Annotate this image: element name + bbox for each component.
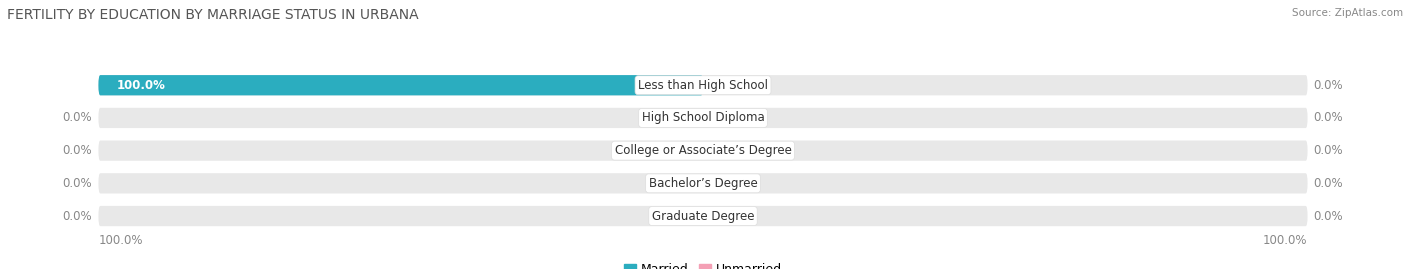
Text: 0.0%: 0.0% (1313, 144, 1343, 157)
Text: Less than High School: Less than High School (638, 79, 768, 92)
Text: 100.0%: 100.0% (117, 79, 166, 92)
Text: 0.0%: 0.0% (63, 177, 93, 190)
Text: 0.0%: 0.0% (63, 111, 93, 125)
Text: 100.0%: 100.0% (1263, 234, 1308, 247)
Text: 100.0%: 100.0% (98, 234, 143, 247)
FancyBboxPatch shape (98, 173, 1308, 193)
FancyBboxPatch shape (98, 140, 1308, 161)
Text: Graduate Degree: Graduate Degree (652, 210, 754, 222)
FancyBboxPatch shape (98, 108, 1308, 128)
Text: 0.0%: 0.0% (1313, 210, 1343, 222)
Text: Source: ZipAtlas.com: Source: ZipAtlas.com (1292, 8, 1403, 18)
FancyBboxPatch shape (98, 206, 1308, 226)
Text: 0.0%: 0.0% (1313, 79, 1343, 92)
FancyBboxPatch shape (98, 75, 1308, 95)
Text: 0.0%: 0.0% (1313, 111, 1343, 125)
Text: High School Diploma: High School Diploma (641, 111, 765, 125)
Legend: Married, Unmarried: Married, Unmarried (619, 258, 787, 269)
Text: Bachelor’s Degree: Bachelor’s Degree (648, 177, 758, 190)
Text: 0.0%: 0.0% (63, 144, 93, 157)
Text: College or Associate’s Degree: College or Associate’s Degree (614, 144, 792, 157)
Text: 0.0%: 0.0% (1313, 177, 1343, 190)
FancyBboxPatch shape (98, 75, 703, 95)
Text: 0.0%: 0.0% (63, 210, 93, 222)
Text: FERTILITY BY EDUCATION BY MARRIAGE STATUS IN URBANA: FERTILITY BY EDUCATION BY MARRIAGE STATU… (7, 8, 419, 22)
